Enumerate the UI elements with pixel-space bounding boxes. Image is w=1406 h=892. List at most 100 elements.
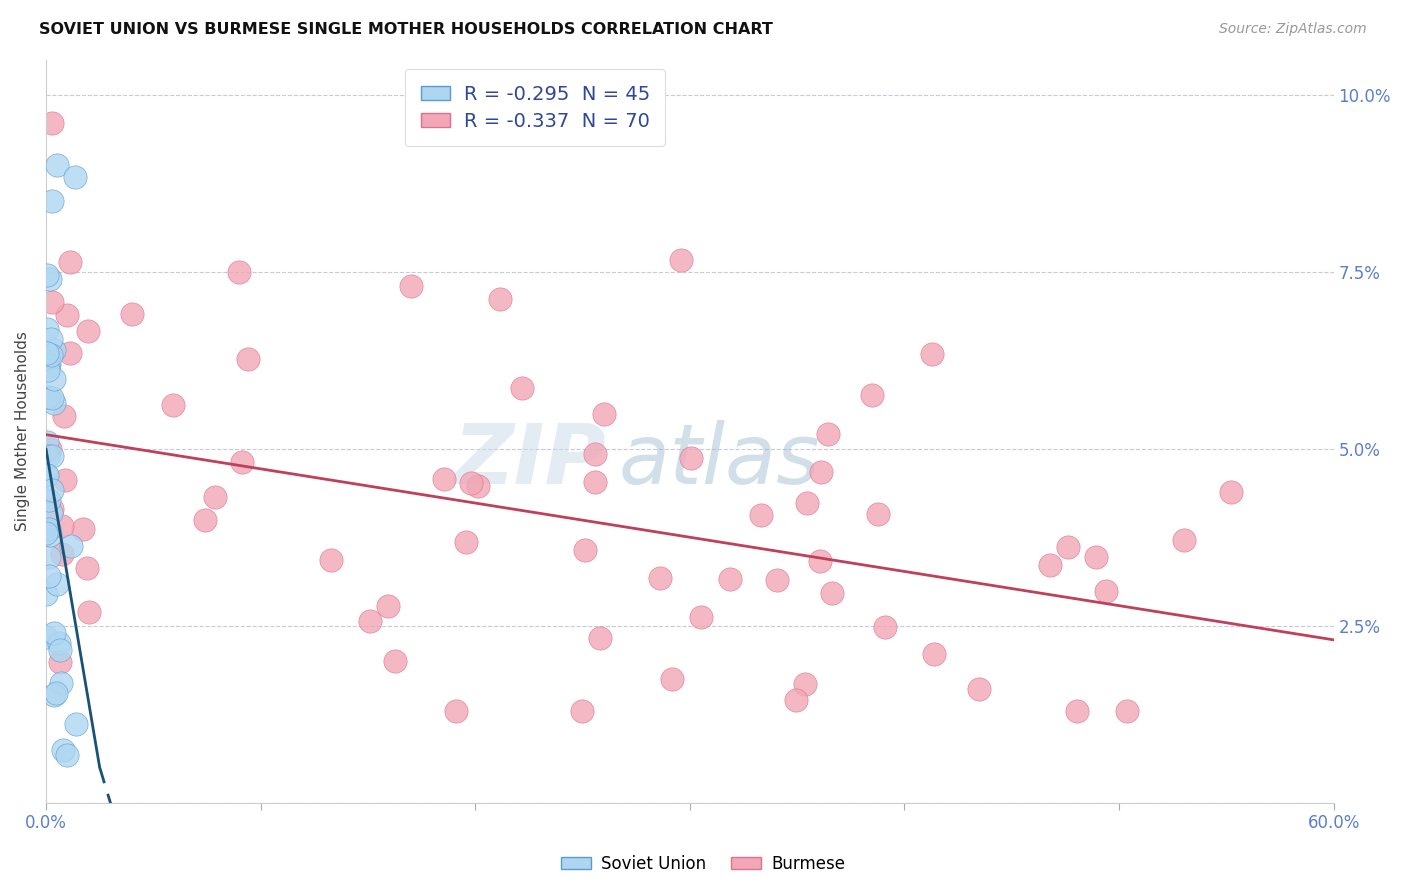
- Point: [648, 571, 671, 585]
- Point: [796, 496, 818, 510]
- Point: [41, 116, 63, 130]
- Point: [77, 605, 100, 619]
- Point: [37, 435, 59, 450]
- Point: [571, 704, 593, 718]
- Point: [433, 472, 456, 486]
- Point: [467, 479, 489, 493]
- Point: [35, 268, 58, 283]
- Point: [41, 483, 63, 497]
- Point: [679, 450, 702, 465]
- Point: [589, 631, 612, 645]
- Point: [810, 465, 832, 479]
- Point: [37, 351, 59, 365]
- Point: [35, 526, 58, 541]
- Point: [1095, 583, 1118, 598]
- Point: [60, 539, 83, 553]
- Point: [228, 265, 250, 279]
- Point: [56, 308, 79, 322]
- Text: atlas: atlas: [619, 420, 821, 501]
- Point: [51, 675, 73, 690]
- Point: [454, 534, 477, 549]
- Point: [42, 372, 65, 386]
- Point: [399, 279, 422, 293]
- Point: [42, 343, 65, 357]
- Point: [41, 392, 63, 406]
- Point: [45, 685, 67, 699]
- Point: [65, 716, 87, 731]
- Point: [236, 352, 259, 367]
- Point: [37, 390, 59, 404]
- Point: [55, 748, 77, 763]
- Point: [37, 351, 59, 366]
- Point: [38, 527, 60, 541]
- Point: [48, 655, 70, 669]
- Point: [51, 547, 73, 561]
- Point: [446, 704, 468, 718]
- Point: [669, 253, 692, 268]
- Point: [59, 255, 82, 269]
- Point: [42, 396, 65, 410]
- Point: [63, 169, 86, 184]
- Point: [718, 572, 741, 586]
- Point: [35, 587, 58, 601]
- Point: [194, 513, 217, 527]
- Point: [875, 620, 897, 634]
- Point: [35, 346, 58, 360]
- Point: [661, 672, 683, 686]
- Text: ZIP: ZIP: [454, 420, 606, 501]
- Point: [37, 449, 59, 463]
- Point: [35, 630, 58, 644]
- Point: [35, 467, 58, 482]
- Point: [41, 501, 63, 516]
- Point: [231, 455, 253, 469]
- Point: [460, 476, 482, 491]
- Point: [592, 407, 614, 421]
- Point: [489, 292, 512, 306]
- Point: [46, 158, 69, 172]
- Point: [817, 427, 839, 442]
- Point: [1057, 540, 1080, 554]
- Point: [41, 194, 63, 208]
- Legend: R = -0.295  N = 45, R = -0.337  N = 70: R = -0.295 N = 45, R = -0.337 N = 70: [405, 70, 665, 146]
- Point: [52, 743, 75, 757]
- Point: [72, 522, 94, 536]
- Point: [39, 272, 62, 286]
- Point: [510, 381, 533, 395]
- Point: [924, 647, 946, 661]
- Point: [42, 688, 65, 702]
- Point: [121, 307, 143, 321]
- Point: [51, 519, 73, 533]
- Point: [821, 586, 844, 600]
- Point: [1084, 549, 1107, 564]
- Point: [38, 358, 60, 372]
- Point: [808, 553, 831, 567]
- Point: [384, 654, 406, 668]
- Point: [785, 692, 807, 706]
- Point: [766, 573, 789, 587]
- Point: [38, 493, 60, 508]
- Point: [1220, 484, 1243, 499]
- Point: [574, 542, 596, 557]
- Point: [1066, 704, 1088, 718]
- Point: [583, 475, 606, 489]
- Point: [41, 449, 63, 463]
- Point: [77, 324, 100, 338]
- Point: [204, 490, 226, 504]
- Point: [38, 549, 60, 564]
- Text: Source: ZipAtlas.com: Source: ZipAtlas.com: [1219, 22, 1367, 37]
- Legend: Soviet Union, Burmese: Soviet Union, Burmese: [554, 848, 852, 880]
- Point: [39, 506, 62, 520]
- Point: [1039, 558, 1062, 573]
- Point: [76, 561, 98, 575]
- Point: [45, 576, 67, 591]
- Point: [967, 682, 990, 697]
- Point: [52, 409, 75, 424]
- Point: [690, 610, 713, 624]
- Point: [38, 569, 60, 583]
- Point: [59, 346, 82, 360]
- Point: [38, 522, 60, 536]
- Point: [921, 347, 943, 361]
- Point: [35, 468, 58, 483]
- Point: [321, 553, 343, 567]
- Point: [39, 332, 62, 346]
